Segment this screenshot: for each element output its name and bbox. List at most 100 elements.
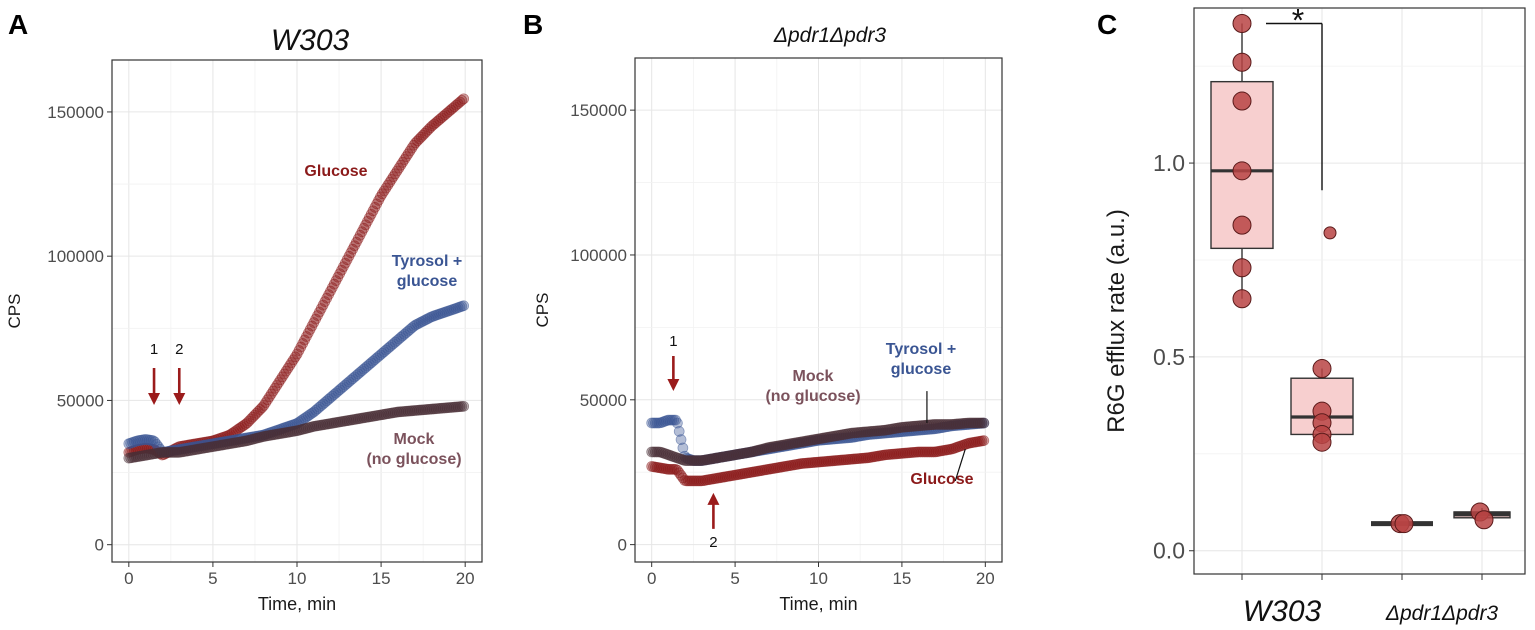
data-point <box>282 362 294 374</box>
data-point <box>376 188 388 200</box>
y-tick-label: 150000 <box>570 101 627 120</box>
y-tick-label: 0.5 <box>1153 344 1185 370</box>
data-point <box>978 417 990 429</box>
x-axis-label: Time, min <box>258 594 336 614</box>
data-point <box>378 185 390 197</box>
data-point <box>675 434 687 445</box>
data-point <box>265 388 277 400</box>
box-4 <box>1453 502 1511 530</box>
data-point <box>264 391 275 403</box>
x-tick-label: 10 <box>288 569 307 588</box>
arrow-label: 2 <box>709 534 717 551</box>
data-point <box>1232 91 1252 111</box>
y-tick-label: 100000 <box>47 247 104 266</box>
series-annotation: Tyrosol + glucose <box>392 253 462 290</box>
arrow-head <box>667 379 680 391</box>
data-point <box>1312 359 1332 379</box>
annotation-line: Glucose <box>910 471 973 488</box>
data-point <box>254 404 266 415</box>
y-tick-label: 0.0 <box>1153 538 1185 564</box>
series-annotation: Glucose <box>910 471 973 488</box>
y-tick-label: 1.0 <box>1153 150 1185 176</box>
panel-label: B <box>523 9 543 40</box>
x-tick-label: 10 <box>809 569 828 588</box>
data-point <box>670 414 681 426</box>
data-point <box>267 385 279 397</box>
data-point <box>402 148 414 160</box>
annotation-line: Mock <box>793 368 834 385</box>
series-annotation: Glucose <box>304 163 367 180</box>
data-point <box>978 435 990 446</box>
annotation-leader <box>954 448 966 482</box>
data-point <box>458 93 470 105</box>
annotation-line: Tyrosol + <box>886 341 956 358</box>
data-point <box>380 182 392 194</box>
data-point <box>1232 258 1252 278</box>
data-point <box>375 191 386 203</box>
arrow-label: 2 <box>175 341 183 358</box>
panel-b: 0 5 10 15 20 0 50000 100000 150000 Time, min CPS Δp… <box>523 9 1003 614</box>
data-point <box>288 354 299 366</box>
box-2 <box>1290 226 1354 452</box>
arrow-label: 1 <box>150 341 158 358</box>
data-point <box>395 159 407 171</box>
data-point <box>284 360 296 371</box>
x-tick-label: 20 <box>456 569 475 588</box>
annotation-line: glucose <box>891 361 952 378</box>
arrow-label: 1 <box>669 333 677 350</box>
data-point <box>1232 215 1252 235</box>
data-point <box>1474 510 1494 530</box>
data-point <box>400 151 412 162</box>
data-point <box>258 400 270 411</box>
y-tick-label: 0 <box>95 536 104 555</box>
data-point <box>406 142 418 154</box>
group-label: W303 <box>1243 595 1322 628</box>
data-point <box>1394 514 1414 534</box>
data-point <box>1312 432 1332 452</box>
x-axis-label: Time, min <box>779 594 857 614</box>
annotation-line: Tyrosol + <box>392 253 462 270</box>
series-mock-no-glucose- <box>646 417 990 466</box>
x-tick-label: 0 <box>124 569 133 588</box>
annotation-line: Glucose <box>304 163 367 180</box>
x-tick-label: 0 <box>647 569 656 588</box>
series-mock-no-glucose- <box>123 400 470 464</box>
y-axis-label: R6G efflux rate (a.u.) <box>1103 209 1130 433</box>
x-tick-label: 15 <box>892 569 911 588</box>
series-annotation: Tyrosol + glucose <box>886 341 956 378</box>
box-3 <box>1371 514 1433 534</box>
y-tick-label: 150000 <box>47 103 104 122</box>
x-tick-label: 20 <box>976 569 995 588</box>
annotation-line: Mock <box>394 431 435 448</box>
series-annotation: Mock (no glucose) <box>765 368 860 405</box>
data-point <box>273 377 285 388</box>
data-point <box>389 168 401 180</box>
data-point <box>397 157 408 168</box>
plot-frame <box>1193 7 1526 575</box>
series-annotation: Mock (no glucose) <box>366 431 461 468</box>
data-point <box>399 154 410 165</box>
data-point <box>1323 226 1337 240</box>
data-point <box>271 380 283 391</box>
data-point <box>458 300 470 312</box>
annotation-line: glucose <box>397 273 458 290</box>
data-point <box>275 374 286 386</box>
panel-a: 0 5 10 15 20 0 50000 100000 150000 Time, min CPS W3… <box>5 9 483 614</box>
group-label: Δpdr1Δpdr3 <box>1385 602 1499 625</box>
y-tick-label: 50000 <box>580 391 627 410</box>
annotation-line: (no glucose) <box>765 388 860 405</box>
data-point <box>1232 161 1252 181</box>
data-point <box>277 371 288 383</box>
chart-title: Δpdr1Δpdr3 <box>773 24 887 47</box>
y-tick-label: 50000 <box>57 391 104 410</box>
data-point <box>404 145 416 157</box>
data-point <box>672 417 683 429</box>
data-point <box>388 171 399 182</box>
x-tick-label: 15 <box>372 569 391 588</box>
data-point <box>1232 52 1252 72</box>
data-point <box>393 162 405 174</box>
data-point <box>458 400 470 412</box>
data-point <box>262 394 273 406</box>
chart-title: W303 <box>271 24 350 57</box>
